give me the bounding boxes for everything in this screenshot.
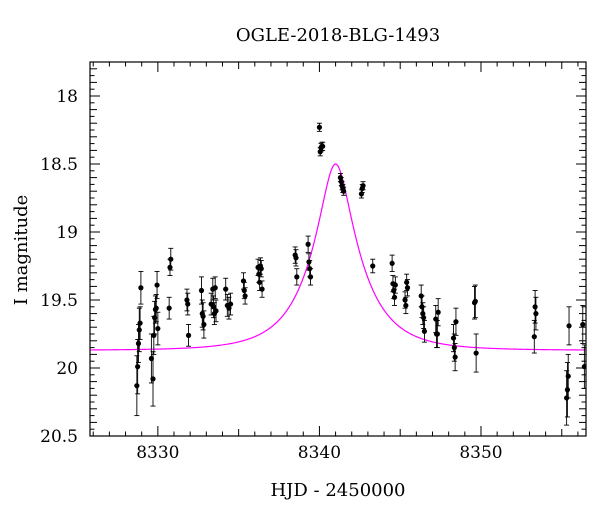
data-point: [293, 249, 299, 267]
data-point: [153, 294, 159, 323]
y-tick-label: 20.5: [40, 427, 78, 447]
data-point: [258, 260, 264, 278]
data-point: [136, 307, 142, 353]
data-point: [453, 307, 459, 336]
data-point: [391, 288, 398, 306]
data-point: [201, 310, 207, 339]
y-tick-label: 20: [56, 359, 78, 379]
data-point: [360, 181, 366, 191]
data-point: [389, 254, 395, 272]
data-point: [566, 306, 572, 346]
x-tick-label: 8340: [298, 443, 341, 463]
data-point: [403, 296, 409, 315]
data-point: [168, 247, 174, 271]
data-point: [420, 302, 426, 325]
data-point: [213, 299, 219, 323]
data-point: [212, 276, 218, 300]
data-point: [565, 353, 571, 399]
data-point: [240, 272, 247, 290]
chart-title: OGLE-2018-BLG-1493: [236, 25, 440, 46]
y-tick-label: 19: [56, 223, 78, 243]
data-point: [227, 292, 234, 316]
data-point: [341, 186, 347, 196]
data-point: [452, 343, 458, 372]
data-point: [580, 304, 586, 344]
data-point: [316, 122, 323, 132]
data-point: [150, 351, 156, 407]
data-point: [370, 258, 376, 274]
data-point: [472, 284, 478, 319]
data-point: [294, 268, 300, 286]
data-point: [421, 319, 428, 343]
data-point: [435, 298, 441, 327]
data-point: [138, 270, 144, 305]
data-point: [358, 189, 365, 199]
x-axis-label: HJD - 2450000: [270, 480, 405, 501]
data-point: [137, 306, 143, 340]
data-point: [320, 141, 326, 151]
y-tick-label: 18: [56, 87, 78, 107]
data-point: [259, 280, 265, 298]
data-point: [185, 324, 192, 347]
data-point: [305, 235, 311, 253]
data-point: [421, 306, 427, 330]
data-point: [185, 292, 191, 316]
data-point: [184, 288, 190, 312]
data-point: [307, 268, 314, 286]
model-curve: [90, 163, 586, 351]
y-tick-label: 18.5: [40, 155, 78, 175]
data-point: [242, 287, 248, 305]
data-point: [404, 279, 411, 297]
data-point: [155, 311, 161, 346]
data-point: [533, 296, 539, 331]
data-point: [434, 319, 440, 349]
data-point: [154, 270, 160, 300]
y-tick-label: 19.5: [40, 291, 78, 311]
data-point: [392, 276, 398, 294]
data-point: [564, 362, 571, 418]
x-tick-label: 8330: [136, 443, 179, 463]
data-point: [473, 333, 479, 373]
data-point: [198, 276, 205, 305]
y-axis-label: I magnitude: [11, 195, 32, 306]
data-point: [531, 319, 537, 354]
plot-frame: [89, 61, 587, 437]
data-point: [166, 296, 172, 320]
x-tick-label: 8350: [459, 443, 502, 463]
data-point: [532, 290, 538, 324]
